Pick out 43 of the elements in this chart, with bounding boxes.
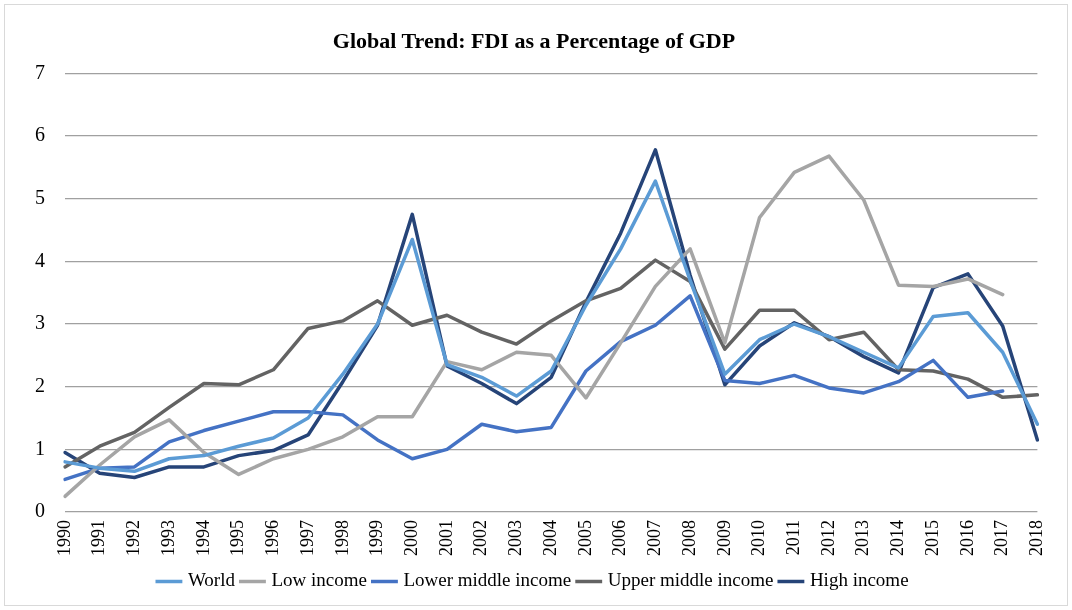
- y-tick-label: 2: [35, 373, 45, 396]
- x-tick-label: 2004: [539, 520, 560, 556]
- y-tick-label: 1: [35, 436, 45, 459]
- x-tick-label: 2008: [678, 520, 699, 556]
- x-tick-label: 2002: [470, 520, 491, 556]
- legend-label: High income: [809, 569, 909, 591]
- legend-label: Lower middle income: [403, 569, 572, 591]
- x-tick-label: 2015: [921, 520, 942, 556]
- x-tick-label: 2017: [991, 520, 1012, 556]
- x-tick-label: 2009: [713, 520, 734, 556]
- x-tick-label: 2005: [574, 520, 595, 556]
- x-tick-label: 2007: [644, 520, 665, 556]
- x-tick-label: 1995: [227, 520, 248, 556]
- x-tick-label: 1991: [88, 520, 109, 556]
- y-tick-label: 7: [35, 60, 45, 83]
- x-tick-label: 1999: [366, 520, 387, 556]
- legend-label: World: [187, 569, 236, 591]
- x-tick-label: 1994: [192, 520, 213, 556]
- legend-label: Upper middle income: [607, 569, 774, 591]
- chart-title: Global Trend: FDI as a Percentage of GDP: [332, 27, 736, 53]
- x-tick-label: 1996: [262, 520, 283, 556]
- x-tick-label: 1993: [157, 520, 178, 556]
- x-tick-label: 2000: [401, 520, 422, 556]
- x-tick-label: 1998: [331, 520, 352, 556]
- x-tick-label: 2006: [609, 520, 630, 556]
- x-tick-label: 1992: [123, 520, 144, 556]
- x-tick-label: 2001: [435, 520, 456, 556]
- y-tick-label: 3: [35, 311, 45, 334]
- x-tick-label: 2018: [1026, 520, 1047, 556]
- x-tick-label: 1990: [53, 520, 74, 556]
- legend-label: Low income: [271, 569, 367, 591]
- x-tick-label: 2016: [956, 520, 977, 556]
- y-tick-label: 0: [35, 499, 45, 522]
- x-tick-label: 1997: [296, 520, 317, 556]
- y-tick-label: 5: [35, 185, 45, 208]
- x-tick-label: 2014: [887, 520, 908, 556]
- x-tick-label: 2012: [817, 520, 838, 556]
- x-tick-label: 2011: [783, 520, 804, 556]
- x-tick-label: 2013: [852, 520, 873, 556]
- y-tick-label: 4: [35, 248, 45, 271]
- x-tick-label: 2003: [505, 520, 526, 556]
- x-tick-label: 2010: [748, 520, 769, 556]
- y-tick-label: 6: [35, 123, 45, 146]
